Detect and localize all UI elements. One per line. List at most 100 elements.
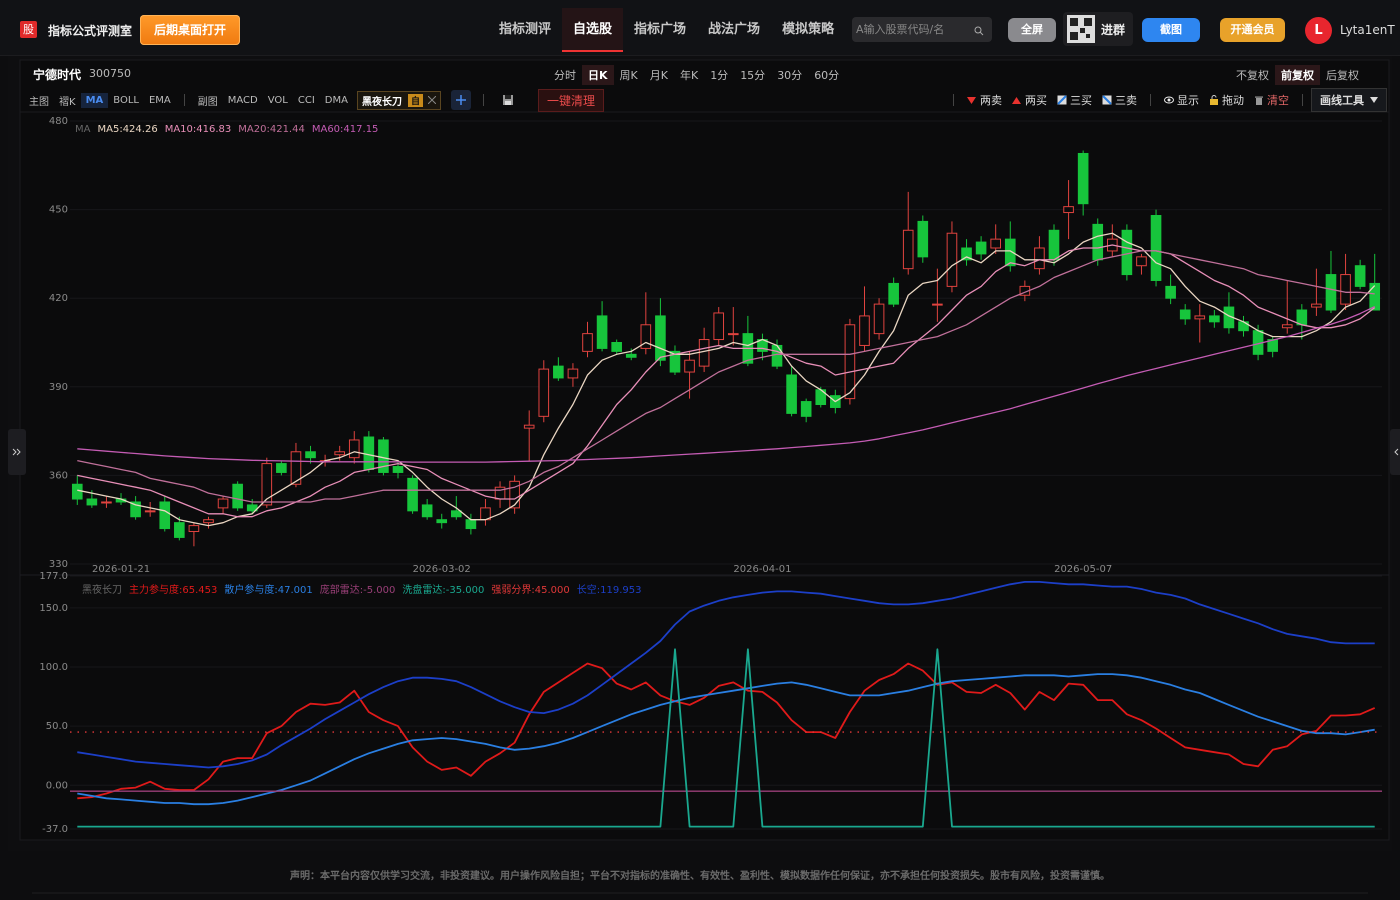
legend-name: 散户参与度 — [224, 585, 277, 596]
legend-name: MA5 — [97, 124, 122, 135]
tool-icon — [967, 97, 976, 104]
candle-body — [451, 510, 462, 518]
separator — [1302, 94, 1303, 106]
username: Lyta1enT — [1340, 23, 1395, 37]
sub-indicator[interactable]: MACD — [227, 94, 258, 106]
sub-indicator[interactable]: VOL — [267, 94, 288, 106]
legend-item: 洗盘雷达-35.000 — [402, 581, 484, 596]
nav-item[interactable]: 战法广场 — [708, 22, 761, 37]
legend-name: 强弱分界 — [491, 585, 534, 596]
dropdown-icon — [1370, 97, 1378, 103]
candle-body — [421, 504, 433, 518]
candle-body — [71, 483, 83, 500]
candle-body — [203, 519, 214, 524]
nav-item[interactable]: 指标测评 — [499, 22, 552, 37]
candle-body — [727, 333, 739, 336]
main-indicator[interactable]: 褶K — [59, 96, 76, 108]
candle-body — [684, 359, 695, 373]
candle-body — [567, 368, 579, 379]
candle-body — [1077, 152, 1089, 205]
period-tab[interactable]: 1分 — [710, 69, 729, 82]
draw-tool-button[interactable]: 画线工具 — [1311, 88, 1387, 112]
add-indicator-button[interactable] — [450, 90, 471, 110]
separator — [183, 94, 185, 106]
period-tab[interactable]: 周K — [619, 69, 638, 82]
tool[interactable]: 显示 — [1159, 92, 1204, 108]
tool[interactable]: 三买 — [1052, 92, 1097, 108]
legend-item: 长空119.953 — [577, 581, 642, 596]
logo: 股 — [20, 21, 37, 38]
legend-value: 416.83 — [196, 124, 232, 135]
nav-item[interactable]: 模拟策略 — [782, 22, 835, 37]
y-tick-label: 360 — [49, 470, 68, 481]
series-line — [77, 306, 1375, 463]
tool[interactable]: 两卖 — [962, 92, 1007, 108]
legend-value: 45.000 — [534, 585, 570, 596]
active-indicator-label: 黑夜长刀 — [361, 96, 402, 108]
candle-body — [698, 339, 710, 367]
legend-item: MA5424.26 — [97, 124, 157, 135]
sub-indicator[interactable]: DMA — [324, 94, 348, 106]
x-tick-label: 2026-03-02 — [413, 564, 471, 575]
adjust-tab[interactable]: 不复权 — [1236, 69, 1269, 82]
period-tab[interactable]: 30分 — [777, 69, 803, 82]
candle-body — [1296, 309, 1308, 326]
active-indicator-tag[interactable]: 黑夜长刀自 — [356, 90, 441, 110]
period-tab[interactable]: 60分 — [814, 69, 840, 82]
candle-body — [276, 463, 287, 473]
group-button[interactable]: 进群 — [1063, 12, 1133, 46]
tool[interactable]: 清空 — [1249, 92, 1294, 108]
candle-body — [1150, 215, 1162, 281]
period-tab[interactable]: 分时 — [554, 69, 576, 82]
period-tab[interactable]: 年K — [679, 69, 699, 82]
tool[interactable]: 三卖 — [1097, 92, 1142, 108]
adjust-tab[interactable]: 后复权 — [1326, 69, 1359, 82]
legend-item: 强弱分界45.000 — [491, 581, 569, 596]
left-collapse-icon — [12, 448, 21, 456]
main-indicator[interactable]: BOLL — [113, 94, 139, 106]
legend-title: MA — [75, 124, 91, 135]
main-indicator[interactable]: MA — [80, 92, 109, 108]
tool[interactable]: 拖动 — [1204, 92, 1249, 108]
candle-body — [436, 519, 448, 524]
period-tab[interactable]: 月K — [649, 69, 668, 82]
y-tick-label: 50.0 — [46, 721, 68, 732]
disclaimer: 声明：本平台内容仅供学习交流，非投资建议。用户操作风险自担；平台不对指标的准确性… — [290, 871, 1110, 882]
brand: 指标公式评测室 — [48, 24, 133, 38]
avatar[interactable]: L — [1305, 17, 1332, 44]
screenshot-button[interactable]: 截图 — [1142, 18, 1200, 42]
legend-name: 庞部雷达 — [320, 585, 363, 596]
nav-item[interactable]: 自选股 — [562, 8, 624, 52]
vip-button[interactable]: 开通会员 — [1220, 18, 1285, 42]
sub-indicator[interactable]: CCI — [297, 94, 315, 106]
candle-body — [859, 315, 870, 346]
adjust-tab[interactable]: 前复权 — [1275, 65, 1320, 85]
candle-body — [348, 439, 360, 459]
period-tab[interactable]: 日K — [582, 65, 614, 85]
sub-indicator[interactable]: 副图 — [197, 96, 218, 108]
y-tick-label: 0.00 — [46, 780, 68, 791]
open-desktop-button[interactable]: 后期桌面打开 — [140, 15, 240, 45]
active-indicator-badge: 自 — [407, 93, 423, 107]
candle-body — [975, 241, 987, 255]
legend-value: -35.000 — [445, 585, 485, 596]
period-tab[interactable]: 15分 — [740, 69, 766, 82]
candle-body — [1179, 309, 1191, 320]
x-tick-label: 2026-05-07 — [1054, 564, 1112, 575]
candle-body — [713, 312, 725, 341]
clear-button[interactable]: 一键清理 — [537, 88, 604, 112]
nav: 指标测评 自选股 指标广场 战法广场 模拟策略 — [488, 8, 845, 52]
legend-value: 119.953 — [600, 585, 642, 596]
main-indicator[interactable]: EMA — [148, 94, 171, 106]
main-indicator[interactable]: 主图 — [29, 96, 49, 108]
fullscreen-button[interactable]: 全屏 — [1008, 18, 1056, 42]
legend-item: 主力参与度65.453 — [129, 581, 217, 596]
left-collapse[interactable] — [8, 429, 26, 475]
candle-body — [1063, 206, 1074, 214]
candle-body — [1194, 315, 1206, 320]
tool[interactable]: 两买 — [1007, 92, 1052, 108]
nav-item[interactable]: 指标广场 — [634, 22, 687, 37]
x-tick-label: 2026-04-01 — [733, 564, 791, 575]
search-box[interactable]: A输入股票代码/名 — [852, 17, 992, 42]
